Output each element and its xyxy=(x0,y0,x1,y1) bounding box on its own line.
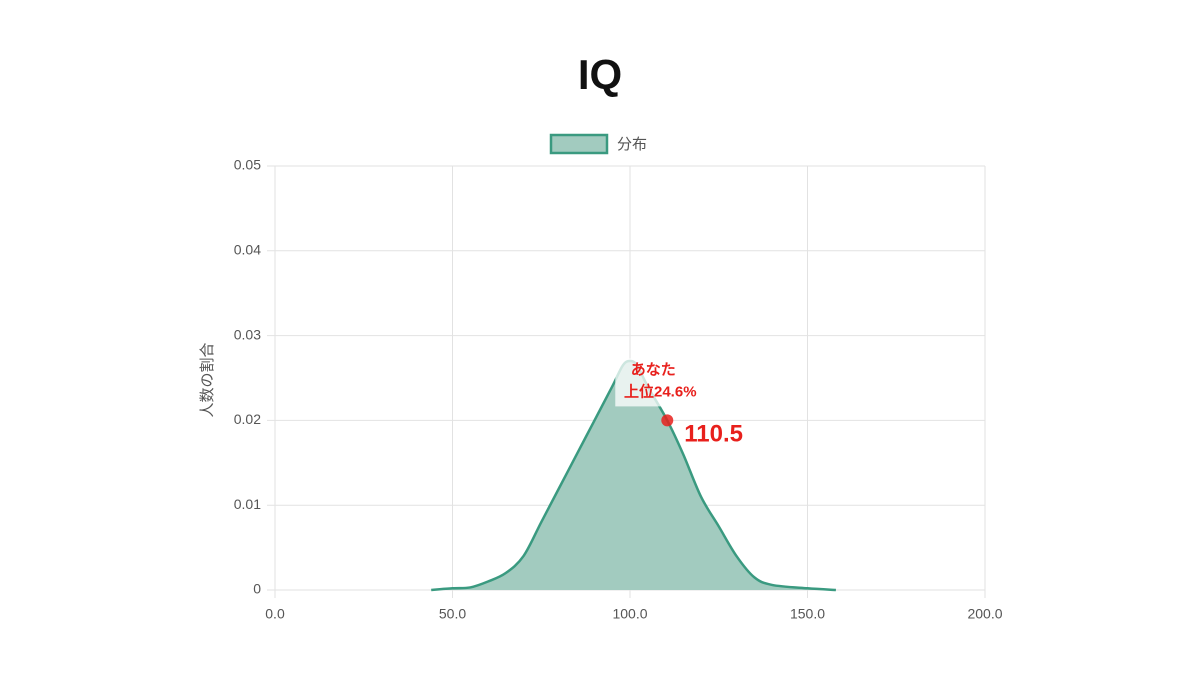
y-tick-label: 0.04 xyxy=(234,242,261,258)
annotation-text: 上位24.6% xyxy=(624,382,697,400)
annotation-background xyxy=(615,358,688,407)
legend-swatch xyxy=(549,133,609,155)
y-tick-label: 0.01 xyxy=(234,496,261,512)
x-tick-label: 0.0 xyxy=(265,606,285,622)
y-tick-label: 0.02 xyxy=(234,411,261,427)
x-tick-label: 200.0 xyxy=(967,606,1002,622)
area-fill xyxy=(431,361,836,590)
x-tick-label: 100.0 xyxy=(612,606,647,622)
legend-label: 分布 xyxy=(617,136,647,153)
y-tick-label: 0.05 xyxy=(234,157,261,173)
chart-title: IQ xyxy=(578,51,622,98)
marker-point xyxy=(661,414,674,427)
x-tick-label: 150.0 xyxy=(790,606,825,622)
marker-label: 110.5 xyxy=(684,421,743,448)
x-tick-label: 50.0 xyxy=(439,606,466,622)
annotation-text: あなた xyxy=(631,361,676,378)
y-tick-label: 0.03 xyxy=(234,326,261,342)
y-axis-label: 人数の割合 xyxy=(199,342,216,417)
y-tick-label: 0 xyxy=(253,581,261,597)
